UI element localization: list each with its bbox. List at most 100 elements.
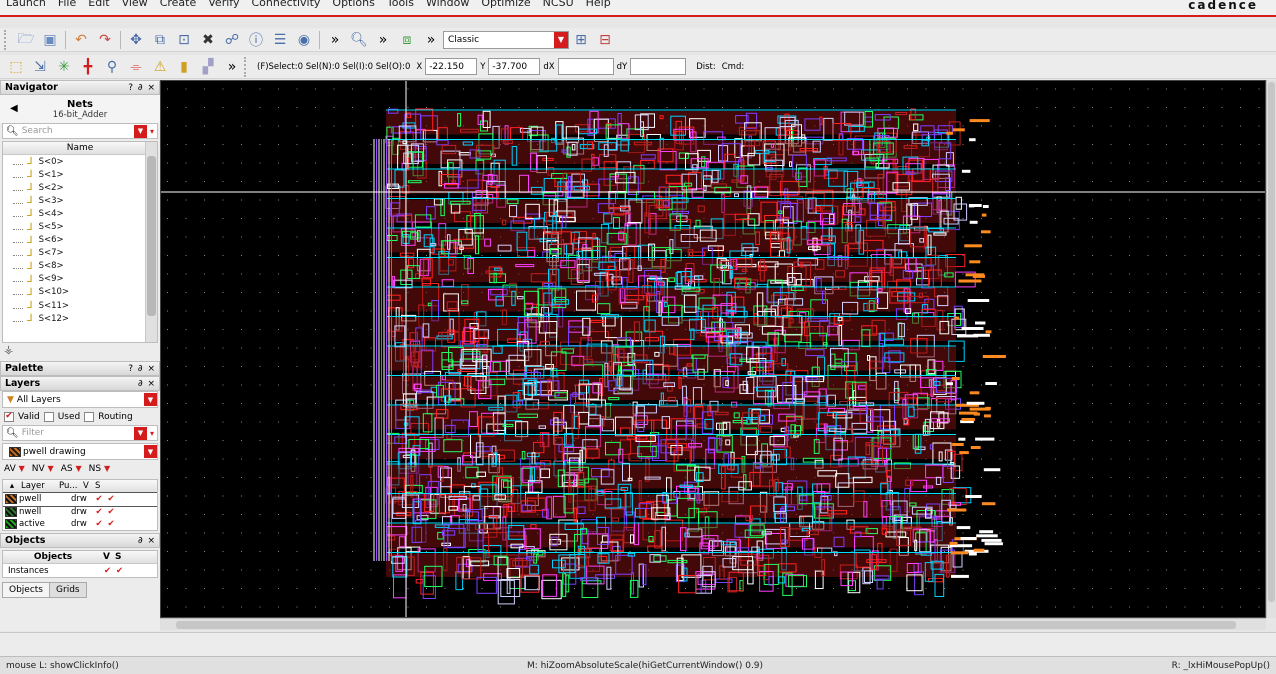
visible-checkbox[interactable]: ✔ [95, 494, 103, 505]
net-item[interactable]: ⅃ S<12> [3, 312, 157, 325]
current-layer-combo[interactable]: pwell drawing ▼ [2, 443, 158, 460]
save-icon[interactable]: ▣ [43, 31, 57, 48]
objects-row[interactable]: Instances ✔ ✔ [3, 564, 157, 577]
selectable-checkbox[interactable]: ✔ [107, 519, 115, 530]
selectable-checkbox[interactable]: ✔ [116, 565, 124, 576]
menu-item-create[interactable]: Create [159, 0, 197, 9]
menu-item-view[interactable]: View [121, 0, 148, 9]
layer-icon[interactable]: ▞ [202, 58, 214, 75]
chevron-down-icon[interactable]: ▼ [144, 393, 157, 406]
objects-column[interactable]: Objects [33, 552, 73, 562]
name-column-header[interactable]: Name [3, 142, 157, 155]
layer-row[interactable]: pwell drw ✔ ✔ [3, 492, 157, 507]
x-coordinate-field[interactable]: -22.150 [425, 58, 478, 75]
chevron-down-icon[interactable]: ▼ [18, 463, 25, 473]
net-item[interactable]: ⅃ S<4> [3, 207, 157, 220]
tab-grids[interactable]: Grids [49, 582, 87, 598]
zoom-select-icon[interactable]: ⚲ [106, 58, 118, 75]
net-item[interactable]: ⅃ S<6> [3, 234, 157, 247]
marker-icon[interactable]: ⚠ [153, 58, 167, 75]
tab-objects[interactable]: Objects [2, 582, 51, 598]
selectable-column[interactable]: S [115, 552, 122, 562]
dropdown-arrow-icon[interactable]: ▾ [149, 428, 154, 438]
filter-input[interactable]: Filter [21, 428, 44, 438]
command-area[interactable] [0, 632, 1276, 656]
redo-icon[interactable]: ↷ [99, 31, 111, 48]
properties-icon[interactable]: ☍ [224, 31, 240, 48]
layer-column[interactable]: Layer [21, 481, 45, 491]
more-icon[interactable]: » [227, 58, 237, 75]
chevron-down-icon[interactable]: ▼ [103, 463, 111, 473]
dx-field[interactable] [557, 58, 614, 75]
visible-checkbox[interactable]: ✔ [104, 565, 112, 576]
visible-checkbox[interactable]: ✔ [95, 506, 103, 517]
more-icon[interactable]: » [330, 31, 340, 48]
net-item[interactable]: ⅃ S<7> [3, 247, 157, 260]
menu-item-launch[interactable]: Launch [6, 0, 46, 9]
layout-cells[interactable] [373, 108, 1006, 605]
undo-icon[interactable]: ↶ [75, 31, 87, 48]
layout-icon[interactable]: ⊞ [575, 31, 587, 48]
net-item[interactable]: ⅃ S<2> [3, 181, 157, 194]
more-icon[interactable]: » [378, 31, 388, 48]
select-icon[interactable]: ⬚ [9, 58, 23, 75]
menu-item-options[interactable]: Options [332, 0, 375, 9]
net-item[interactable]: ⅃ S<11> [3, 299, 157, 312]
menu-item-optimize[interactable]: Optimize [481, 0, 531, 9]
copy-icon[interactable]: ⧉ [155, 31, 165, 48]
tree-scrollbar[interactable] [145, 142, 157, 342]
visibility-toggle-nv[interactable]: NV ▼ [32, 464, 54, 474]
more-icon[interactable]: » [426, 31, 436, 48]
chevron-down-icon[interactable]: ▼ [134, 426, 147, 440]
snap-icon[interactable]: ✳ [58, 58, 70, 75]
workspace-combo[interactable]: Classic ▼ [443, 30, 569, 49]
search-input[interactable]: Search [21, 126, 53, 136]
toolbar-grip[interactable] [244, 56, 250, 77]
chevron-down-icon[interactable]: ▼ [144, 445, 157, 458]
visibility-toggle-as[interactable]: AS ▼ [61, 464, 82, 474]
routing-checkbox[interactable] [84, 411, 95, 422]
delete-icon[interactable]: ✖ [202, 31, 214, 48]
menu-item-file[interactable]: File [57, 0, 77, 9]
move-icon[interactable]: ✥ [130, 31, 142, 48]
net-item[interactable]: ⅃ S<9> [3, 273, 157, 286]
menu-item-edit[interactable]: Edit [88, 0, 110, 9]
ruler-icon[interactable]: ⌯ [130, 58, 142, 75]
scroll-thumb[interactable] [176, 621, 1236, 629]
net-item[interactable]: ⅃ S<3> [3, 194, 157, 207]
selectable-column[interactable]: S [95, 481, 101, 491]
panel-controls[interactable]: ∂ × [137, 535, 156, 546]
layout-drawing[interactable] [161, 81, 1266, 618]
canvas-horizontal-scrollbar[interactable] [160, 618, 1266, 630]
exit-icon[interactable]: ⊟ [599, 31, 611, 48]
panel-controls[interactable]: ∂ × [137, 378, 156, 389]
selectable-checkbox[interactable]: ✔ [107, 494, 115, 505]
selectable-checkbox[interactable]: ✔ [107, 506, 115, 517]
layout-canvas[interactable] [160, 80, 1266, 618]
toolbar-grip[interactable] [4, 29, 10, 50]
menu-item-help[interactable]: Help [585, 0, 611, 9]
net-item[interactable]: ⅃ S<8> [3, 260, 157, 273]
visible-column[interactable]: V [83, 481, 89, 491]
visibility-toggle-ns[interactable]: NS ▼ [89, 464, 110, 474]
valid-checkbox[interactable]: ✔ [4, 411, 14, 422]
panel-controls[interactable]: ? ∂ × [128, 363, 156, 374]
visibility-toggle-av[interactable]: AV ▼ [4, 464, 25, 474]
open-icon[interactable]: 🗁 [17, 30, 35, 47]
chevron-down-icon[interactable]: ▼ [554, 31, 568, 48]
stretch-icon[interactable]: ⊡ [178, 31, 190, 48]
net-item[interactable]: ⅃ S<5> [3, 220, 157, 233]
layer-filter-combo[interactable]: ▼ All Layers ▼ [2, 391, 158, 408]
layer-row[interactable]: nwell drw ✔ ✔ [3, 506, 157, 519]
zoom-fit-icon[interactable]: ◉ [297, 31, 311, 48]
hierarchy-icon[interactable]: ⚶ [4, 343, 14, 356]
menu-item-connectivity[interactable]: Connectivity [251, 0, 321, 9]
stretch-select-icon[interactable]: ⇲ [34, 58, 46, 75]
layer-search[interactable]: 🔍︎ Filter ▼ ▾ [2, 425, 158, 441]
y-coordinate-field[interactable]: -37.700 [488, 58, 541, 75]
info-icon[interactable]: ⓘ [249, 32, 263, 49]
chevron-down-icon[interactable]: ▼ [75, 463, 82, 473]
chevron-down-icon[interactable]: ▼ [47, 463, 54, 473]
visible-column[interactable]: V [103, 552, 110, 562]
dropdown-arrow-icon[interactable]: ▾ [149, 126, 154, 136]
